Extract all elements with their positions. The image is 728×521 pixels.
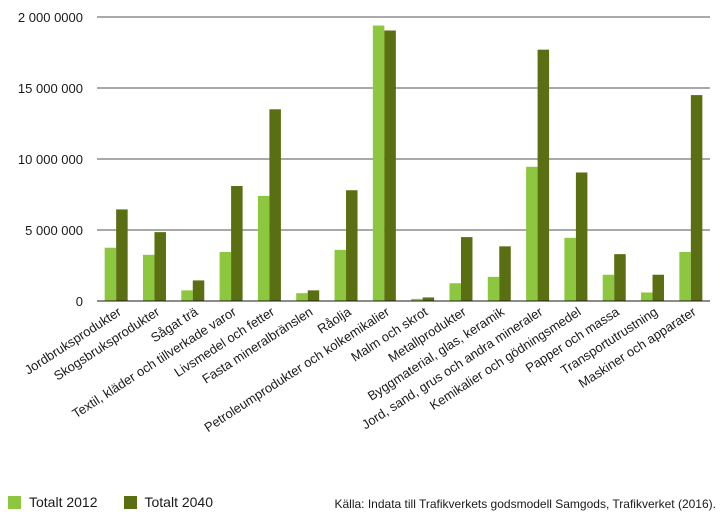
- bar-2040: [575, 172, 588, 301]
- bar-2012: [487, 276, 500, 301]
- bar-2040: [116, 209, 128, 301]
- bars: [104, 25, 703, 302]
- bar-2012: [641, 292, 653, 301]
- legend: Totalt 2012 Totalt 2040: [8, 494, 239, 510]
- bar-2012: [449, 283, 461, 301]
- y-tick-label: 15 000 000: [18, 81, 83, 96]
- bar-2012: [679, 252, 691, 301]
- bar-2040: [499, 246, 511, 301]
- bar-2012: [334, 249, 347, 301]
- bar-2012: [296, 293, 308, 301]
- bar-2012: [372, 25, 385, 302]
- legend-label-2040: Totalt 2040: [144, 494, 214, 510]
- gridlines: [97, 16, 710, 231]
- bar-2012: [564, 237, 576, 301]
- x-axis-labels: JordbruksprodukterSkogsbruksprodukterSåg…: [22, 304, 699, 435]
- y-axis-ticks: 0 5 000 000 10 000 000 15 000 000 2 000 0000: [18, 10, 83, 309]
- bar-2040: [269, 109, 281, 301]
- bar-2040: [346, 190, 358, 301]
- bar-2040: [384, 30, 396, 302]
- bar-2040: [231, 185, 243, 301]
- bar-2040: [154, 232, 166, 301]
- bar-2012: [411, 298, 423, 301]
- legend-label-2012: Totalt 2012: [29, 494, 98, 510]
- legend-item-2040: Totalt 2040: [123, 494, 214, 510]
- source-note: Källa: Indata till Trafikverkets godsmod…: [334, 497, 716, 511]
- bar-2012: [104, 247, 117, 301]
- legend-item-2012: Totalt 2012: [8, 494, 98, 510]
- bar-2040: [192, 280, 205, 301]
- y-tick-label: 10 000 000: [18, 152, 83, 167]
- bar-2040: [690, 95, 703, 301]
- y-tick-label: 5 000 000: [25, 223, 83, 238]
- bar-2040: [652, 274, 665, 301]
- bar-2040: [422, 297, 435, 301]
- bar-2012: [181, 290, 193, 301]
- bar-2012: [526, 166, 538, 301]
- bar-2040: [537, 49, 550, 301]
- bar-2012: [602, 274, 615, 301]
- bar-2012: [257, 195, 270, 301]
- bar-2040: [460, 237, 473, 301]
- bar-2040: [307, 290, 320, 301]
- bar-2040: [614, 254, 626, 301]
- legend-swatch-2040: [123, 495, 137, 509]
- bar-2012: [142, 254, 155, 301]
- y-tick-label: 2 000 0000: [18, 10, 83, 25]
- legend-swatch-2012: [8, 495, 21, 509]
- y-tick-label: 0: [76, 294, 83, 309]
- bar-2012: [219, 252, 232, 301]
